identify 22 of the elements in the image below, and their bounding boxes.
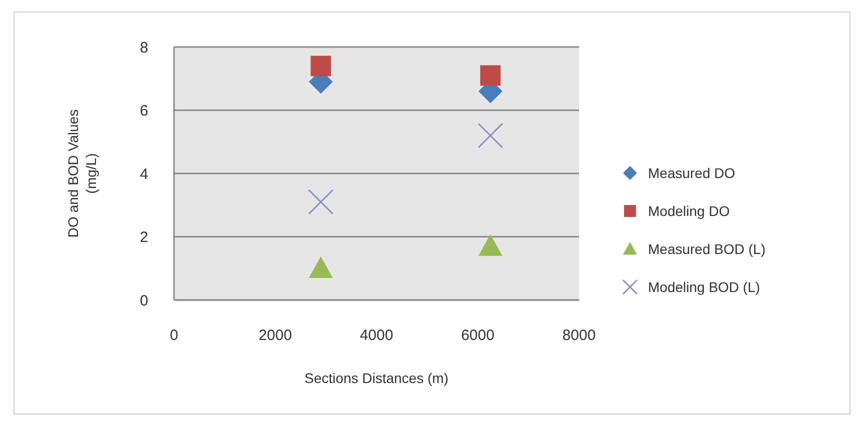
- legend-label: Measured BOD (L): [648, 240, 766, 257]
- y-tick-label: 4: [140, 166, 148, 183]
- point: [478, 234, 502, 256]
- legend-label: Modeling BOD (L): [648, 278, 760, 295]
- point: [308, 189, 334, 215]
- point: [478, 122, 504, 148]
- point: [480, 65, 501, 86]
- y-tick-label: 2: [140, 229, 148, 246]
- x-tick-label: 2000: [258, 327, 292, 344]
- y-tick-label: 6: [140, 102, 148, 120]
- point: [310, 56, 332, 76]
- x-tick-label: 8000: [562, 327, 596, 344]
- x-axis-title: Sections Distances (m): [304, 370, 448, 386]
- point: [308, 256, 333, 278]
- legend-label: Modeling DO: [648, 202, 730, 219]
- x-tick-label: 6000: [461, 327, 494, 344]
- y-axis-title: DO and BOD Values (mg/L): [65, 109, 99, 238]
- legend-label: Measured DO: [648, 164, 736, 181]
- y-tick-label: 0: [140, 292, 148, 310]
- y-tick-label: 8: [140, 39, 148, 56]
- x-tick-label: 4000: [360, 327, 394, 344]
- x-tick-label: 0: [170, 327, 178, 344]
